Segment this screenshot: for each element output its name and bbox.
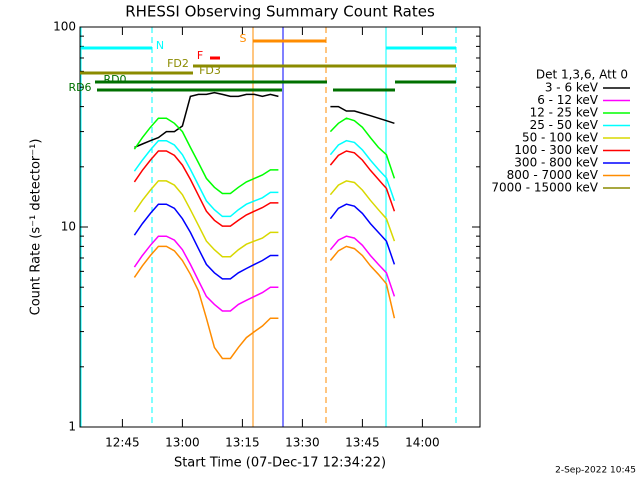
- legend-title: Det 1,3,6, Att 0: [536, 68, 628, 82]
- series-line: [133, 117, 396, 195]
- flag-label: RD0: [103, 73, 126, 86]
- y-tick-label: 100: [53, 20, 76, 34]
- series-line: [133, 203, 396, 280]
- series-line: [133, 180, 396, 258]
- y-tick-label: 1: [68, 420, 76, 434]
- legend-label: 6 - 12 keV: [537, 93, 599, 107]
- legend-label: 3 - 6 keV: [545, 81, 599, 95]
- legend-label: 800 - 7000 keV: [507, 168, 599, 182]
- series-line: [133, 245, 396, 360]
- series-line: [133, 150, 396, 227]
- flag-label: FD3: [199, 64, 221, 77]
- legend-label: 7000 - 15000 keV: [491, 181, 598, 195]
- x-tick-label: 13:00: [165, 436, 200, 450]
- x-tick-label: 14:00: [405, 436, 440, 450]
- x-axis-label: Start Time (07-Dec-17 12:34:22): [174, 456, 386, 471]
- flag-label: S: [240, 32, 247, 45]
- x-tick-label: 13:45: [345, 436, 380, 450]
- footer: 2-Sep-2022 10:45: [555, 466, 636, 476]
- y-tick-label: 10: [61, 220, 76, 234]
- plot-area: [80, 27, 457, 427]
- flag-label: FD2: [167, 57, 189, 70]
- flag-label: F: [197, 49, 203, 62]
- x-tick-label: 13:30: [285, 436, 320, 450]
- flag-label: RD6: [68, 81, 91, 94]
- legend-label: 25 - 50 keV: [530, 118, 599, 132]
- series-line: [134, 91, 395, 149]
- series-line: [133, 139, 396, 218]
- series-line: [133, 235, 396, 312]
- legend-label: 50 - 100 keV: [522, 131, 599, 145]
- y-axis-label: Count Rate (s⁻¹ detector⁻¹): [29, 139, 44, 316]
- x-tick-label: 12:45: [105, 436, 140, 450]
- flag-label: N: [156, 39, 164, 52]
- legend-label: 12 - 25 keV: [530, 106, 599, 120]
- x-tick-label: 13:15: [225, 436, 260, 450]
- legend-label: 100 - 300 keV: [514, 143, 598, 157]
- legend-label: 300 - 800 keV: [514, 156, 598, 170]
- chart-title: RHESSI Observing Summary Count Rates: [125, 3, 435, 21]
